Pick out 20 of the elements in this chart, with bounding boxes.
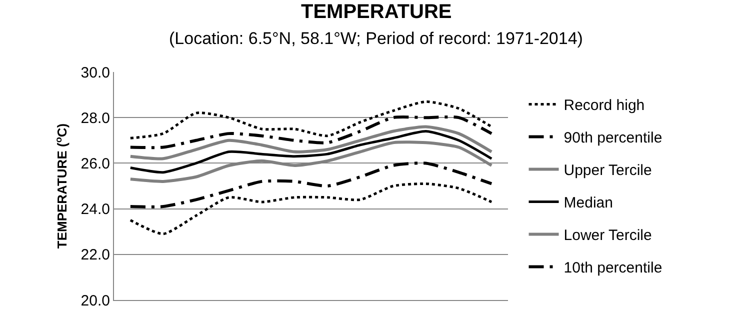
line-series: [128, 162, 494, 208]
y-tick-label: 24.0: [80, 201, 110, 218]
legend-label: 90th percentile: [564, 130, 662, 147]
legend-label: Median: [564, 194, 613, 212]
line-series: [129, 130, 493, 174]
legend-label: Record high: [564, 97, 645, 114]
chart-subtitle: (Location: 6.5°N, 58.1°W; Period of record: 1971-2014): [169, 29, 583, 48]
y-tick-label: 26.0: [80, 155, 110, 172]
y-tick-label: 30.0: [80, 64, 110, 82]
legend-label: 10th percentile: [564, 260, 662, 277]
y-tick-label: 28.0: [80, 110, 110, 127]
line-series: [129, 100, 493, 140]
y-tick-label: 20.0: [80, 292, 110, 310]
line-series: [129, 182, 493, 236]
chart-title: TEMPERATURE: [301, 1, 452, 23]
line-series: [128, 115, 494, 150]
legend-label: Upper Tercile: [564, 162, 652, 180]
line-series: [128, 125, 494, 160]
y-tick-label: 22.0: [80, 246, 110, 264]
legend-label: Lower Tercile: [564, 227, 652, 244]
